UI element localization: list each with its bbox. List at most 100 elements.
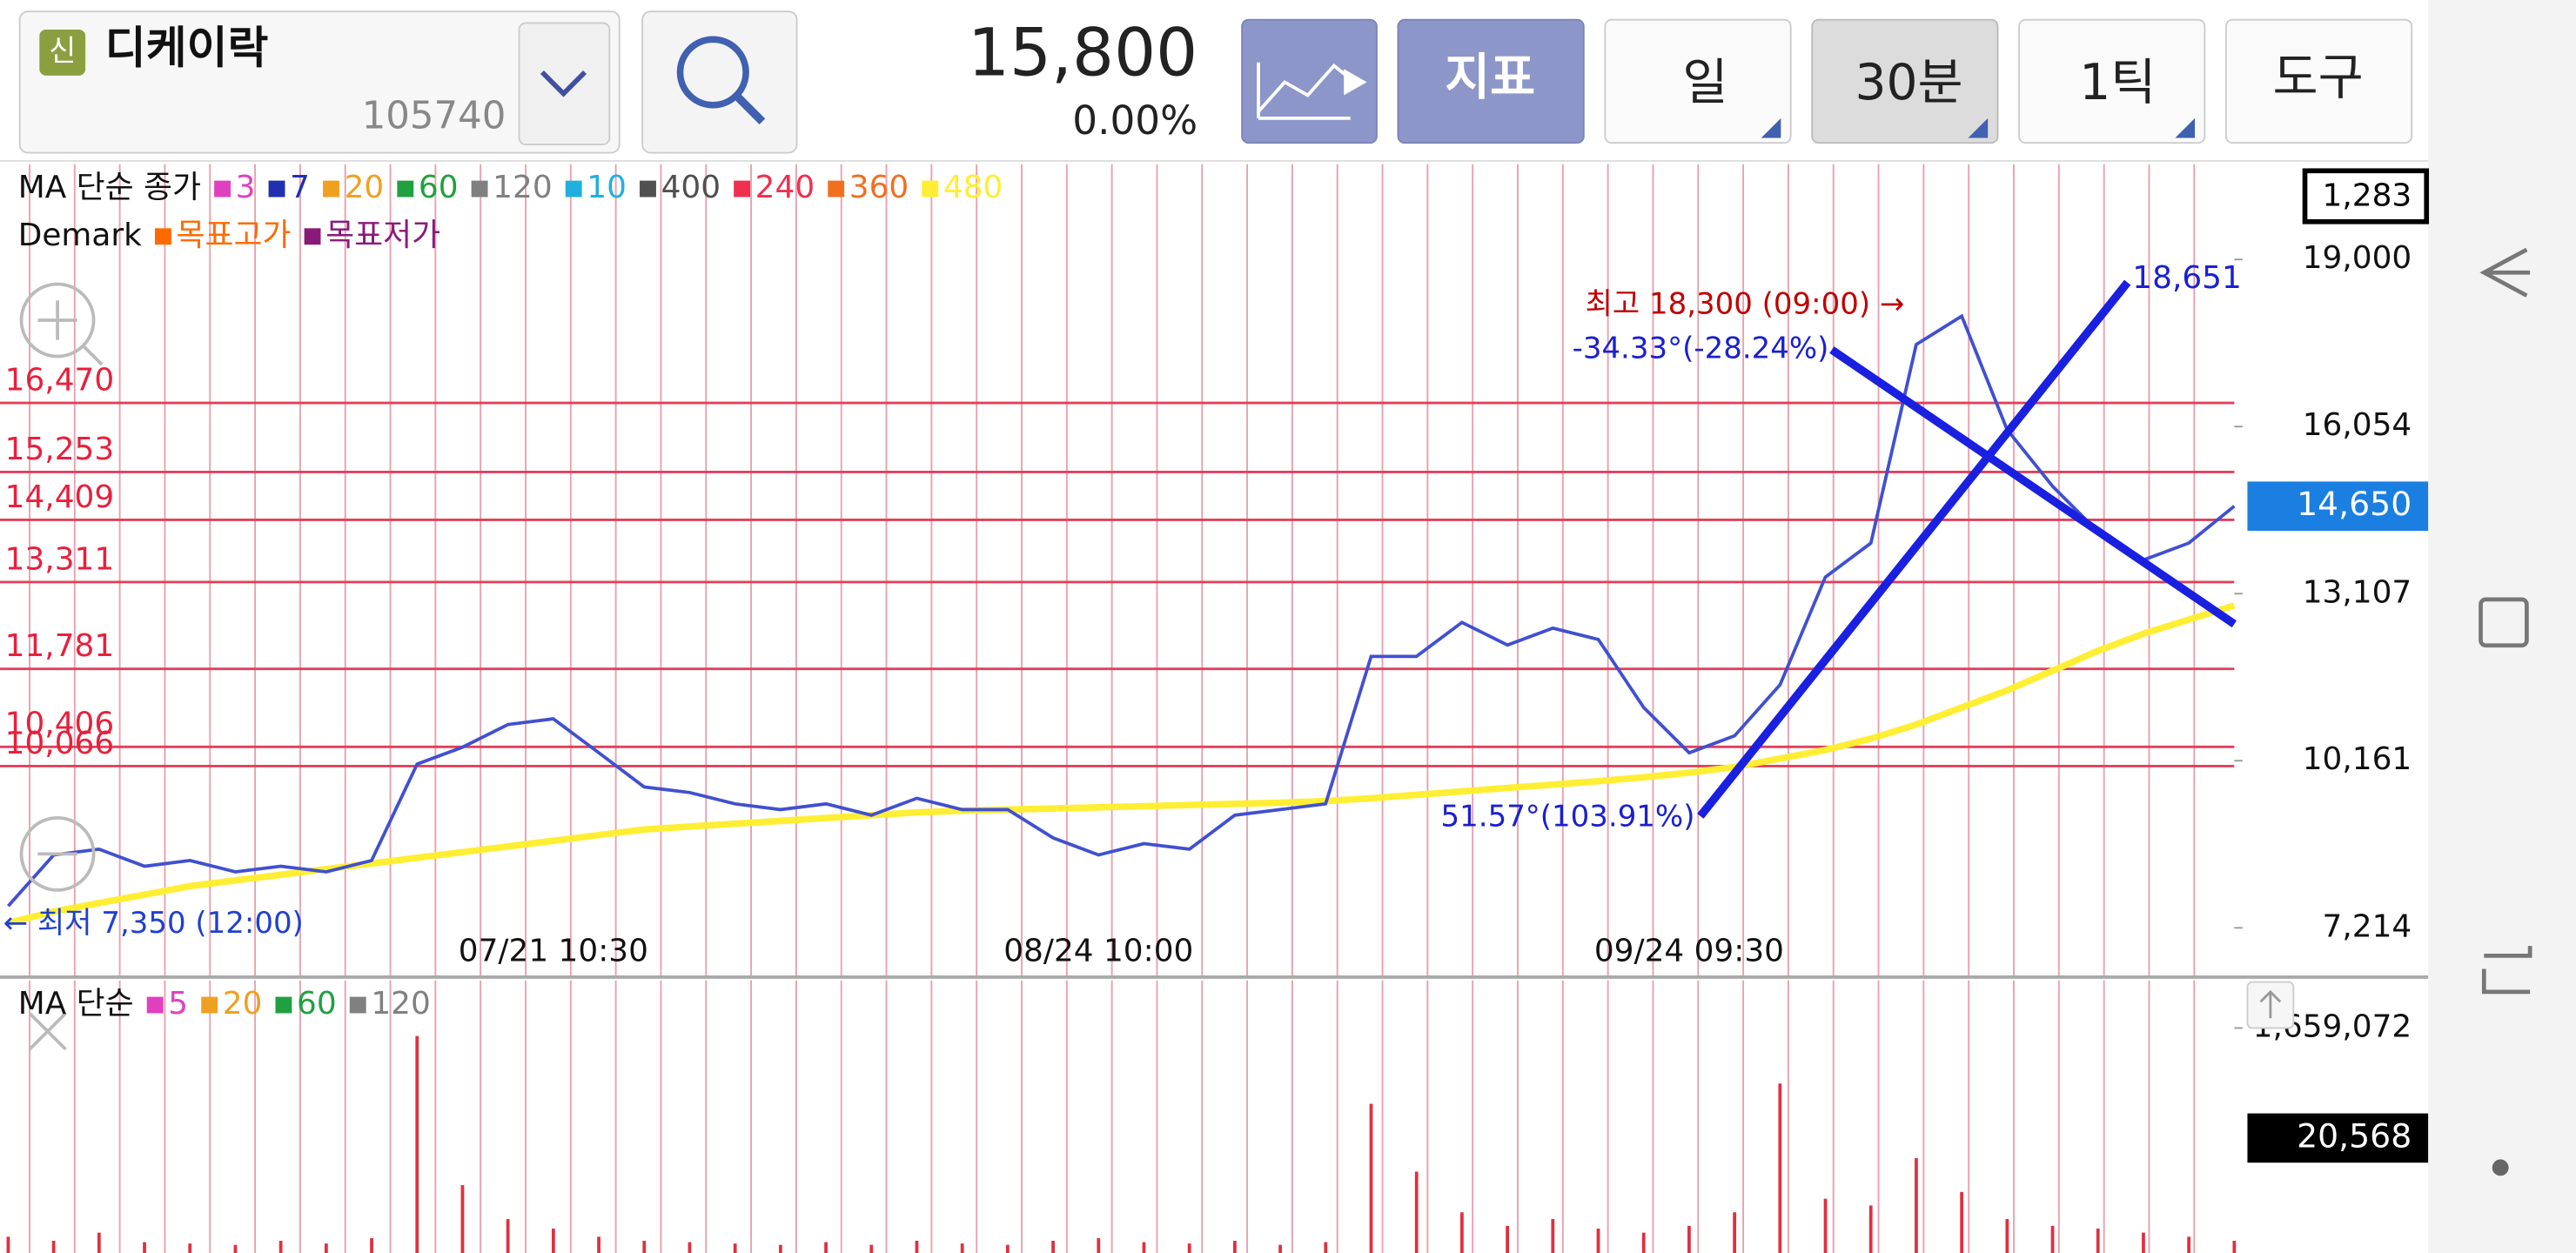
dropdown-icon xyxy=(540,70,587,97)
indicator-button[interactable] xyxy=(1397,18,1585,144)
volume-bar xyxy=(506,1219,510,1253)
legend-swatch xyxy=(214,180,231,198)
annotation-trend-end: 18,651 xyxy=(2132,260,2242,296)
search-icon-handle xyxy=(733,92,766,124)
volume-bar xyxy=(1051,1240,1055,1253)
legend-swatch xyxy=(146,996,164,1014)
volume-bar xyxy=(778,1244,782,1253)
legend-swatch xyxy=(397,180,414,198)
volume-bar xyxy=(824,1242,828,1253)
search-button[interactable] xyxy=(641,10,798,154)
volume-bar xyxy=(1369,1103,1373,1253)
stock-box[interactable] xyxy=(18,10,621,154)
legend-swatch xyxy=(471,180,488,198)
volume-bar xyxy=(1915,1157,1918,1253)
home-button[interactable] xyxy=(2479,597,2529,648)
y-tick-label: 16,054 xyxy=(2303,407,2412,443)
period-label: 일 xyxy=(1682,54,1727,111)
nav-dot[interactable] xyxy=(2492,1159,2509,1176)
current-volume-label: 20,568 xyxy=(2297,1116,2412,1155)
legend-swatch xyxy=(349,996,366,1014)
volume-bar xyxy=(960,1243,964,1253)
badge-bg xyxy=(39,29,86,76)
volume-bar xyxy=(233,1244,238,1253)
volume-bar xyxy=(1596,1228,1600,1253)
volume-bar xyxy=(97,1232,101,1253)
volume-bar xyxy=(1278,1244,1282,1253)
legend-label: 20 xyxy=(345,170,385,205)
volume-bar xyxy=(51,1240,56,1253)
volume-bar xyxy=(642,1240,647,1253)
tools-label: 도구 xyxy=(2273,49,2364,106)
legend-label: 목표고가 xyxy=(177,218,292,253)
ma-line xyxy=(7,602,2236,927)
y-tick-label: 10,161 xyxy=(2303,741,2412,777)
legend-label: 400 xyxy=(661,170,721,205)
volume-bar xyxy=(688,1242,692,1253)
annotation-high: 최고 18,300 (09:00) → xyxy=(1586,287,1905,322)
legend-label: 5 xyxy=(168,986,188,1022)
volume-bar xyxy=(1233,1240,1237,1253)
annotation-trend-up: 51.57°(103.91%) xyxy=(1441,799,1695,834)
volume-bar xyxy=(1641,1232,1646,1253)
volume-bar xyxy=(1551,1219,1555,1253)
volume-bar xyxy=(1142,1242,1146,1253)
legend-label: 360 xyxy=(849,170,909,205)
crosshair-label: 1,283 xyxy=(2323,178,2412,213)
volume-bar xyxy=(324,1243,328,1253)
price-line xyxy=(7,313,2236,908)
current-volume-box xyxy=(2247,1113,2429,1163)
volume-bar xyxy=(1414,1171,1419,1253)
level-label: 16,470 xyxy=(5,363,114,399)
close-panel[interactable] xyxy=(28,1012,67,1051)
period-button[interactable] xyxy=(1604,18,1792,144)
volume-bar xyxy=(370,1237,373,1253)
legend-title: MA 단순 종가 xyxy=(18,170,201,205)
volume-bar xyxy=(1960,1191,1964,1253)
legend-swatch xyxy=(268,180,285,198)
interval-button[interactable] xyxy=(1811,18,1999,144)
zoom-in[interactable] xyxy=(19,282,96,358)
back-button[interactable] xyxy=(2479,247,2531,298)
legend-label: 60 xyxy=(419,170,459,205)
x-tick-label: 09/24 09:30 xyxy=(1594,934,1784,969)
volume-bar xyxy=(2005,1219,2009,1253)
recent-button[interactable] xyxy=(2481,946,2532,995)
legend-swatch xyxy=(734,180,751,198)
annotation-low: ← 최저 7,350 (12:00) xyxy=(3,906,304,941)
level-label: 10,066 xyxy=(5,726,114,761)
legend-swatch xyxy=(922,180,939,198)
search-icon xyxy=(676,36,749,109)
volume-bar xyxy=(1687,1225,1691,1253)
volume-bar xyxy=(2050,1225,2055,1253)
x-tick-label: 08/24 10:00 xyxy=(1003,934,1193,969)
volume-bar xyxy=(278,1240,283,1253)
crosshair-box xyxy=(2302,168,2430,224)
nav-bar xyxy=(2428,0,2576,1253)
stock-code: 105740 xyxy=(362,94,506,137)
volume-bar xyxy=(1097,1237,1101,1253)
volume-bar xyxy=(1005,1244,1010,1253)
chart-type-button[interactable] xyxy=(1241,18,1378,144)
zoom-out[interactable] xyxy=(19,815,96,892)
zoom-in-icon xyxy=(37,300,104,366)
volume-bar xyxy=(143,1242,146,1253)
tools-button[interactable] xyxy=(2224,18,2413,144)
y-tick-label: 13,107 xyxy=(2303,574,2412,610)
volume-bar xyxy=(6,1236,10,1253)
dropdown-button[interactable] xyxy=(518,22,611,146)
volume-bar xyxy=(1778,1083,1782,1253)
trend-line-down xyxy=(1829,346,2237,628)
interval-label: 30분 xyxy=(1855,54,1963,111)
volume-bar xyxy=(2142,1232,2145,1253)
volume-bar xyxy=(869,1244,874,1253)
volume-bar xyxy=(1823,1198,1828,1253)
overlay-layer: 16,470 15,253 14,409 13,311 11,781 10,40610,0… xyxy=(3,168,2430,1163)
tick-button[interactable] xyxy=(2018,18,2206,144)
tick-label: 1틱 xyxy=(2079,54,2156,111)
volume-bar xyxy=(188,1243,192,1253)
level-label: 11,781 xyxy=(5,628,114,664)
x-tick-label: 07/21 10:30 xyxy=(459,934,648,969)
legend-swatch xyxy=(323,180,339,198)
